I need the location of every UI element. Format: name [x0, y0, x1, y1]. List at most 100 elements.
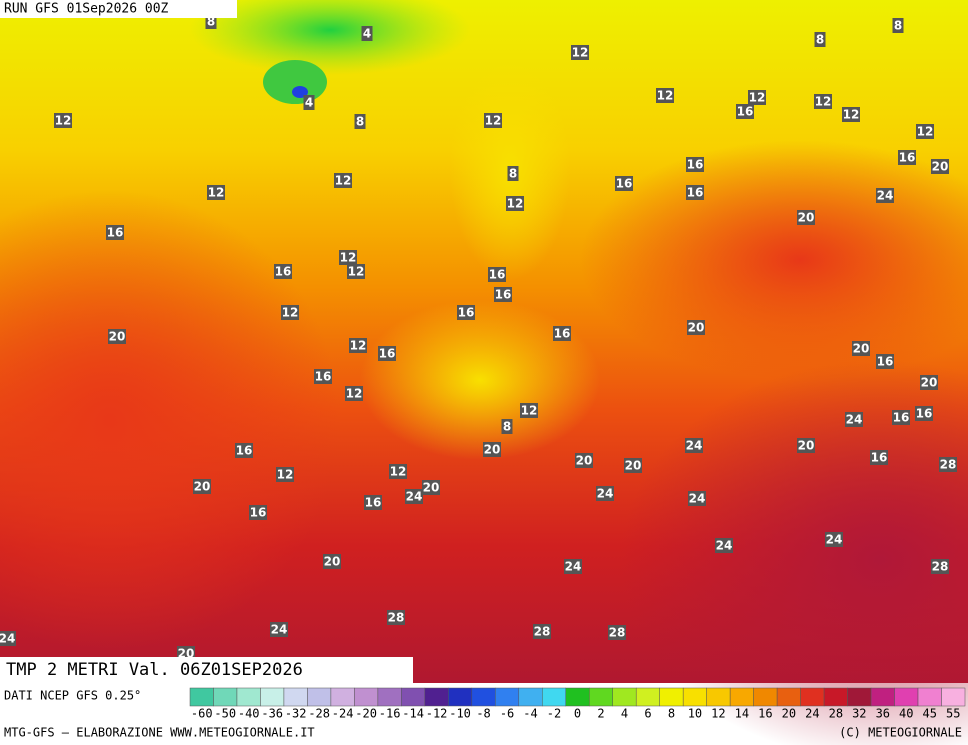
footer-left: MTG-GFS — ELABORAZIONE WWW.METEOGIORNALE…	[4, 726, 315, 740]
temperature-label: 28	[932, 560, 949, 574]
label-box	[575, 453, 593, 468]
legend-label: 16	[758, 707, 772, 721]
legend-label: 4	[621, 707, 628, 721]
legend-swatch	[612, 687, 637, 707]
temperature-label: 12	[917, 125, 934, 139]
legend-label: -20	[355, 707, 377, 721]
label-box	[876, 354, 894, 369]
legend-label: -4	[523, 707, 537, 721]
temperature-label: 8	[503, 420, 511, 434]
legend-label: 10	[688, 707, 702, 721]
legend-label: -50	[214, 707, 236, 721]
temperature-label: 12	[208, 186, 225, 200]
legend-swatch	[236, 687, 261, 707]
temperature-label: 20	[625, 459, 642, 473]
label-box	[931, 159, 949, 174]
temperature-label: 16	[554, 327, 571, 341]
label-box	[520, 403, 538, 418]
label-box	[736, 104, 754, 119]
legend-label: -8	[476, 707, 490, 721]
temperature-label: 24	[689, 492, 706, 506]
legend-swatch	[776, 687, 801, 707]
temperature-label: 20	[109, 330, 126, 344]
legend-label: -28	[308, 707, 330, 721]
legend-swatch	[448, 687, 473, 707]
label-box	[334, 173, 352, 188]
label-box	[323, 554, 341, 569]
run-label: RUN GFS 01Sep2026 00Z	[4, 2, 169, 17]
label-box	[686, 185, 704, 200]
label-box	[715, 538, 733, 553]
legend-swatch	[800, 687, 825, 707]
legend-label: -24	[332, 707, 354, 721]
temperature-label: 20	[798, 439, 815, 453]
legend-swatch	[917, 687, 942, 707]
legend-swatch	[565, 687, 590, 707]
legend-swatch	[213, 687, 238, 707]
legend-swatch	[260, 687, 285, 707]
map-title: TMP 2 METRI Val. 06Z01SEP2026	[6, 660, 303, 680]
temperature-label: 28	[388, 611, 405, 625]
label-box	[0, 631, 16, 646]
label-box	[354, 114, 366, 129]
legend: -60 -50 -40 -36 -32 -28 -24 -20 -16 -14 -12 -10 -8 -6…	[189, 687, 966, 721]
label-box	[501, 419, 513, 434]
temperature-label: 16	[458, 306, 475, 320]
temperature-label: 12	[346, 387, 363, 401]
legend-label: 36	[876, 707, 890, 721]
label-box	[488, 267, 506, 282]
legend-label: -32	[285, 707, 307, 721]
label-box	[205, 14, 217, 29]
temperature-label: 16	[275, 265, 292, 279]
temperature-label: 24	[406, 490, 423, 504]
legend-swatch	[283, 687, 308, 707]
temperature-label: 12	[572, 46, 589, 60]
legend-swatch	[424, 687, 449, 707]
temperature-label: 12	[350, 339, 367, 353]
temperature-label: 16	[877, 355, 894, 369]
temperature-label: 12	[282, 306, 299, 320]
label-box	[207, 185, 225, 200]
label-box	[748, 90, 766, 105]
legend-swatch	[307, 687, 332, 707]
label-box	[615, 176, 633, 191]
temperature-label: 12	[340, 251, 357, 265]
label-box	[892, 410, 910, 425]
temperature-label: 20	[932, 160, 949, 174]
label-box	[389, 464, 407, 479]
temperature-label: 24	[716, 539, 733, 553]
label-box	[564, 559, 582, 574]
temperature-label: 20	[921, 376, 938, 390]
legend-swatch	[354, 687, 379, 707]
legend-label: -36	[261, 707, 283, 721]
temperature-label: 24	[0, 632, 15, 646]
source-label: DATI NCEP GFS 0.25°	[4, 689, 141, 703]
legend-label: -10	[449, 707, 471, 721]
temperature-label: 24	[826, 533, 843, 547]
legend-swatch	[189, 687, 214, 707]
temperature-label: 24	[271, 623, 288, 637]
temperature-label: 24	[846, 413, 863, 427]
temperature-label: 8	[509, 167, 517, 181]
temperature-label: 24	[686, 439, 703, 453]
label-box	[274, 264, 292, 279]
temperature-label: 24	[597, 487, 614, 501]
label-box	[361, 26, 373, 41]
legend-swatch	[729, 687, 754, 707]
legend-swatch	[542, 687, 567, 707]
temperature-label: 12	[843, 108, 860, 122]
legend-swatch	[377, 687, 402, 707]
legend-label: 14	[735, 707, 749, 721]
legend-swatch	[823, 687, 848, 707]
label-box	[814, 32, 826, 47]
label-box	[898, 150, 916, 165]
label-box	[596, 486, 614, 501]
temperature-label: 8	[207, 15, 215, 29]
label-box	[364, 495, 382, 510]
label-box	[797, 210, 815, 225]
label-box	[422, 480, 440, 495]
label-box	[281, 305, 299, 320]
